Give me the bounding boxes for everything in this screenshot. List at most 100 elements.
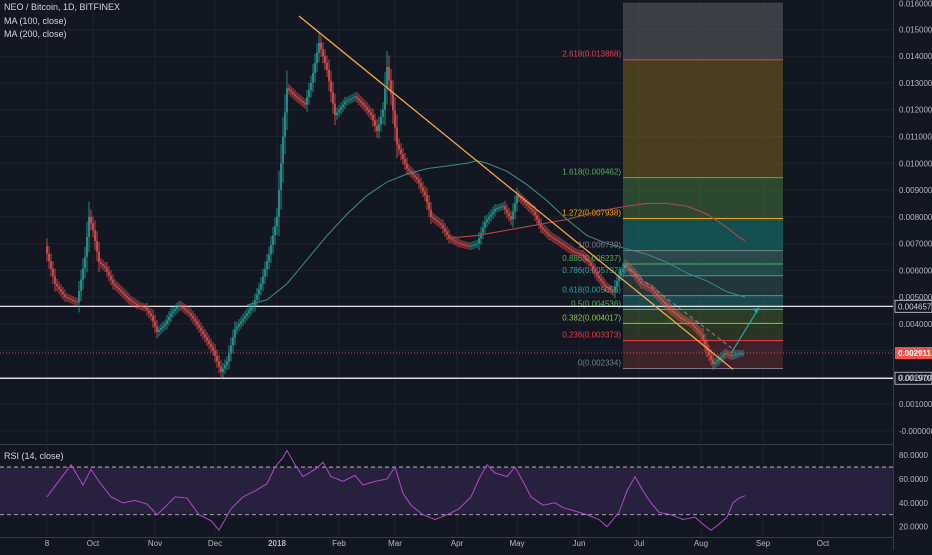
candle-body [238,323,240,327]
candle-body [640,281,642,284]
candle-body [466,245,468,247]
candle-body [436,220,438,222]
candle-body [614,286,616,292]
candle-body [200,327,202,331]
candle-body [496,208,498,210]
candle-body [144,307,146,309]
candle-body [526,203,528,206]
ma100-line [246,160,746,306]
candle-body [616,281,618,287]
candle-body [720,356,722,359]
candle-body [104,265,106,268]
candle-body [260,283,262,290]
candle-body [422,187,424,192]
candle-body [620,272,622,276]
candle-body [210,343,212,348]
candle-body [268,254,270,262]
price-tick-label: 0.010000 [899,159,932,168]
candle-body [628,267,630,270]
candle-body [696,328,698,331]
candle-body [564,244,566,247]
candle-body [684,319,686,321]
candle-body [160,327,162,330]
candle-body [406,163,408,169]
candle-body [94,230,96,241]
candle-body [590,262,592,266]
candle-body [626,264,628,268]
candle-body [498,207,500,209]
horizontal-level-tag [894,371,932,385]
candle-body [308,90,310,98]
fib-level-label: 1.618(0.009462) [562,168,621,177]
candle-body [224,364,226,369]
candle-body [176,307,178,310]
candle-body [380,116,382,125]
candle-body [352,97,354,99]
candle-body [302,101,304,103]
candle-body [518,195,520,198]
candle-body [670,308,672,311]
candle-body [652,289,654,292]
fib-level-label: 0.382(0.004017) [562,313,621,322]
candle-body [602,281,604,284]
candle-body [686,320,688,322]
candle-body [718,358,720,361]
candle-body [584,256,586,259]
candle-body [78,291,80,303]
candle-body [284,112,286,137]
candle-body [128,297,130,300]
candle-body [648,286,650,289]
candle-body [54,276,56,284]
candle-body [178,305,180,308]
candle-body [516,195,518,204]
candle-body [726,353,728,355]
candle-body [214,350,216,357]
candle-body [162,325,164,328]
horizontal-level-tag [894,299,932,313]
candle-body [692,323,694,327]
candle-body [346,100,348,102]
candle-body [464,244,466,246]
candle-body [376,125,378,132]
candle-body [724,353,726,356]
candle-body [382,109,384,117]
candle-body [576,252,578,254]
candle-body [608,287,610,290]
candle-body [510,216,512,220]
candle-body [612,290,614,292]
candle-body [196,321,198,325]
candle-body [106,267,108,272]
candle-body [484,222,486,228]
date-tick-label: Apr [451,539,464,548]
candle-body [682,318,684,320]
fib-level-label: 0(0.002334) [578,358,621,367]
date-tick-label: May [509,539,524,548]
candle-body [286,88,288,113]
candle-body [314,62,316,73]
candle-body [166,320,168,324]
candle-body [596,272,598,276]
candle-body [638,278,640,282]
candle-body [204,334,206,338]
price-tick-label: 0.002000 [899,373,932,382]
candle-body [180,305,182,307]
candle-body [360,100,362,103]
candle-body [322,49,324,57]
candle-body [218,361,220,367]
candle-body [82,268,84,280]
candle-body [654,291,656,294]
candle-body [508,212,510,217]
candle-body [666,304,668,307]
candle-body [374,120,376,126]
candle-body [258,289,260,295]
candle-body [408,168,410,171]
candle-body [636,275,638,279]
fib-level-label: 0.5(0.004536) [571,300,621,309]
candle-body [668,306,670,309]
candle-body [546,231,548,234]
candle-body [542,227,544,230]
candle-body [270,244,272,255]
candle-body [194,318,196,322]
